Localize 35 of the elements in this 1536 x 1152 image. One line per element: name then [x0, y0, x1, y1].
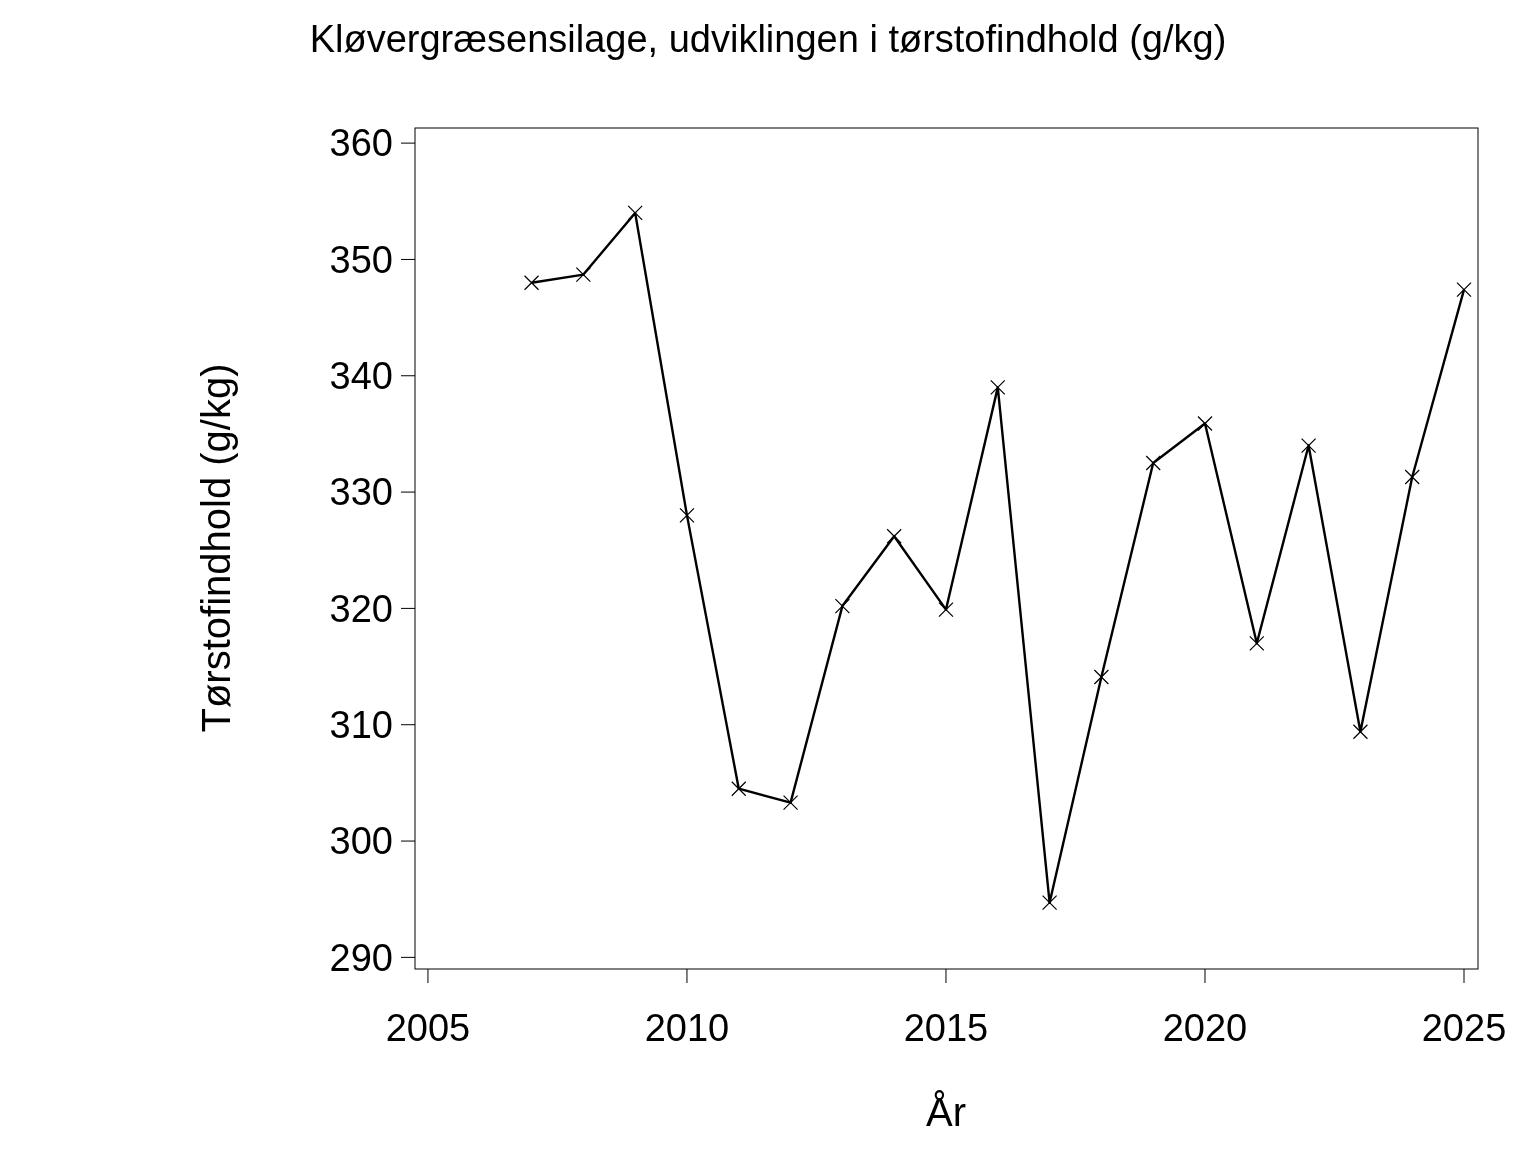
point	[627, 205, 643, 221]
point	[1249, 635, 1265, 651]
point	[523, 275, 540, 291]
y-tick-label: 350	[329, 238, 393, 281]
point	[1301, 437, 1317, 454]
y-tick-label: 330	[329, 471, 393, 514]
point	[575, 266, 591, 283]
point	[1352, 724, 1369, 740]
point	[1197, 415, 1213, 432]
point	[1093, 669, 1109, 685]
x-tick-label: 2015	[903, 1007, 989, 1049]
x-tick-label: 2020	[1162, 1007, 1248, 1049]
x-tick-label: 2010	[644, 1007, 730, 1049]
y-axis-title: Tørstofindhold (g/kg)	[194, 363, 238, 733]
x-tick-label: 2025	[1421, 1007, 1507, 1049]
y-tick-label: 320	[329, 587, 393, 630]
y-tick-label: 300	[329, 820, 393, 863]
y-tick-label: 310	[329, 704, 393, 747]
point	[1041, 895, 1058, 911]
y-tick-label: 290	[329, 936, 393, 979]
point	[1404, 469, 1420, 485]
point	[990, 379, 1006, 395]
point	[834, 598, 850, 614]
point	[886, 528, 902, 544]
chart-title: Kløvergræsensilage, udviklingen i tørstofindhold (g/kg)	[309, 18, 1227, 60]
y-tick-label: 360	[329, 122, 393, 165]
point	[782, 795, 799, 811]
point	[1456, 282, 1472, 298]
y-tick-label: 340	[329, 355, 393, 398]
point	[938, 601, 954, 618]
point	[679, 507, 695, 523]
point	[731, 781, 747, 797]
x-tick-label: 2005	[385, 1007, 471, 1049]
x-axis-title: År	[926, 1090, 966, 1134]
point	[1145, 455, 1161, 471]
